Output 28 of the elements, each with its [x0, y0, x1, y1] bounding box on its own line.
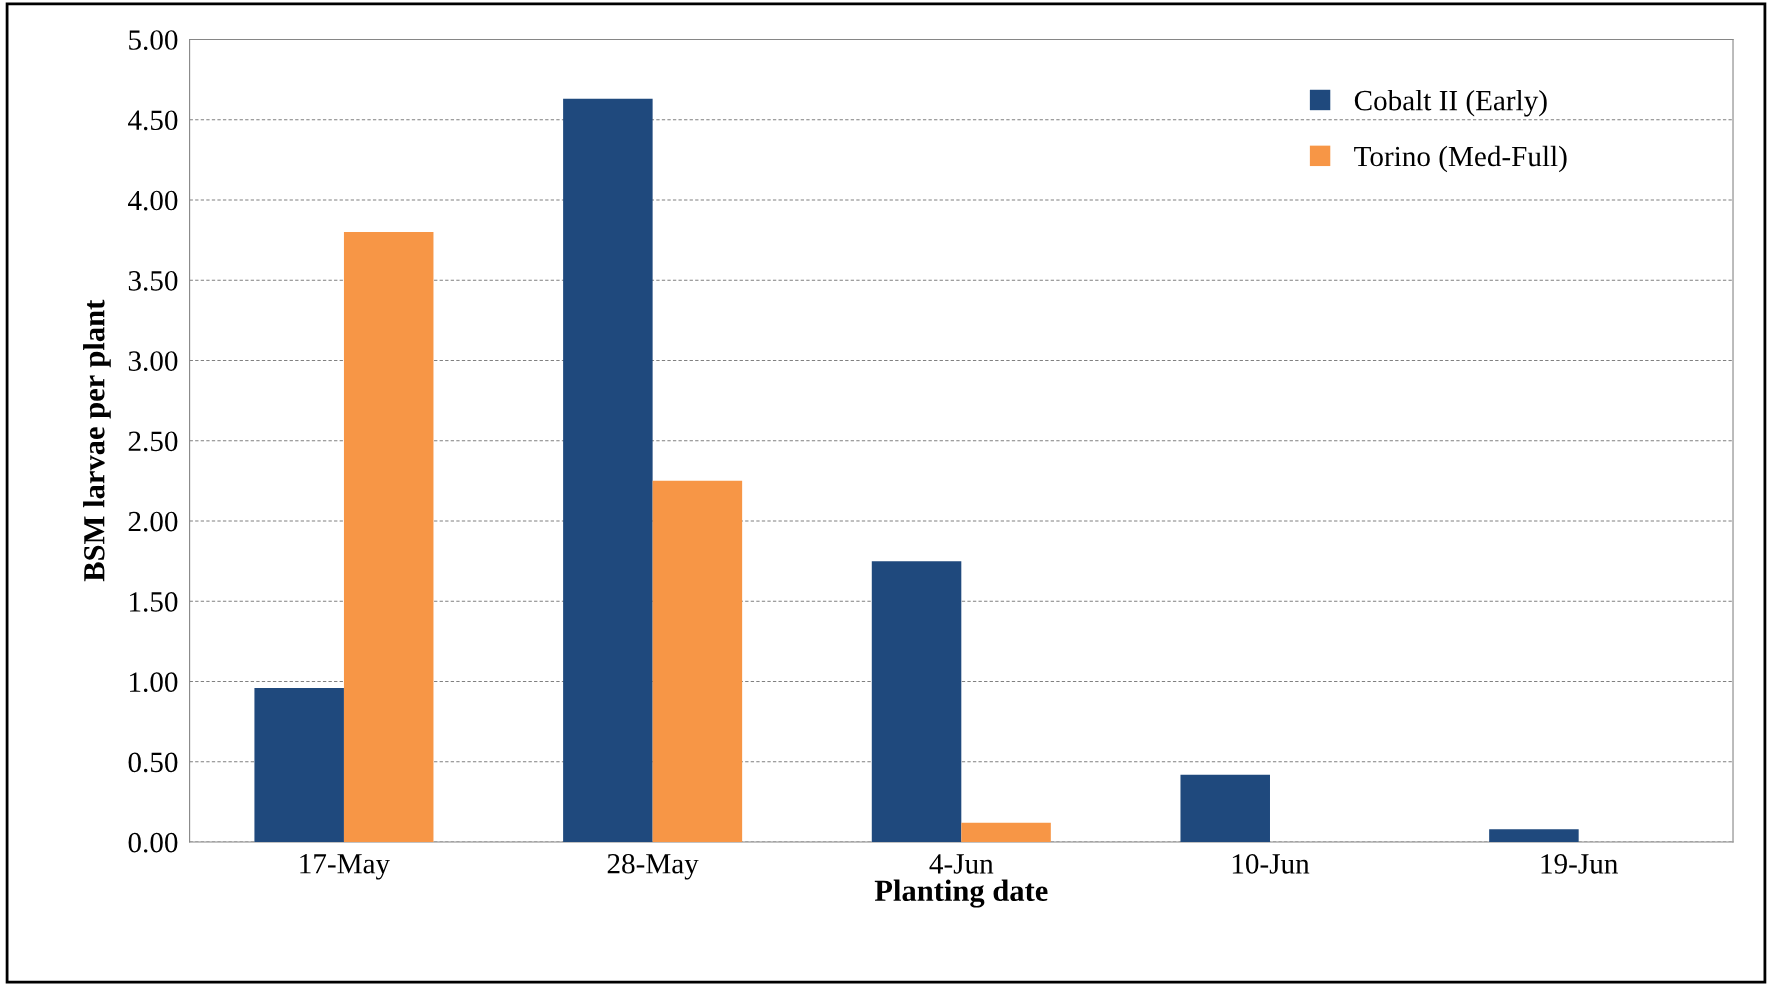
bar: [652, 480, 743, 843]
x-tick-label: 19-Jun: [1541, 854, 1618, 874]
x-tick-label: 4-Jun: [929, 854, 994, 874]
y-axis-title: BSM larvae per plant: [83, 299, 111, 582]
bar: [563, 98, 653, 843]
y-tick-label: 5.00: [129, 30, 178, 50]
y-tick-label: 0.00: [128, 832, 178, 853]
bar: [1180, 774, 1270, 843]
x-tick-label: 17-May: [300, 854, 390, 880]
bar: [871, 561, 962, 843]
y-tick-label: 2.50: [128, 431, 178, 452]
y-tick-label: 1.00: [130, 672, 178, 693]
y-tick-label: 2.00: [128, 511, 178, 532]
bar: [961, 822, 1051, 843]
y-tick-label: 1.50: [130, 591, 178, 612]
bar: [1489, 829, 1579, 843]
legend-label: Torino (Med-Full): [1354, 145, 1567, 173]
x-tick-label: 10-Jun: [1232, 854, 1310, 874]
x-axis-title: Planting date: [874, 879, 1048, 908]
bar: [343, 232, 434, 843]
y-tick-label: 4.00: [128, 190, 178, 211]
y-tick-label: 3.00: [128, 351, 178, 372]
y-tick-label: 3.50: [128, 270, 178, 291]
y-tick-label: 0.50: [128, 752, 178, 773]
y-tick-label: 4.50: [128, 110, 178, 131]
legend-label: Cobalt II (Early): [1354, 89, 1547, 117]
x-tick-label: 28-May: [607, 853, 699, 880]
bar: [254, 687, 344, 843]
